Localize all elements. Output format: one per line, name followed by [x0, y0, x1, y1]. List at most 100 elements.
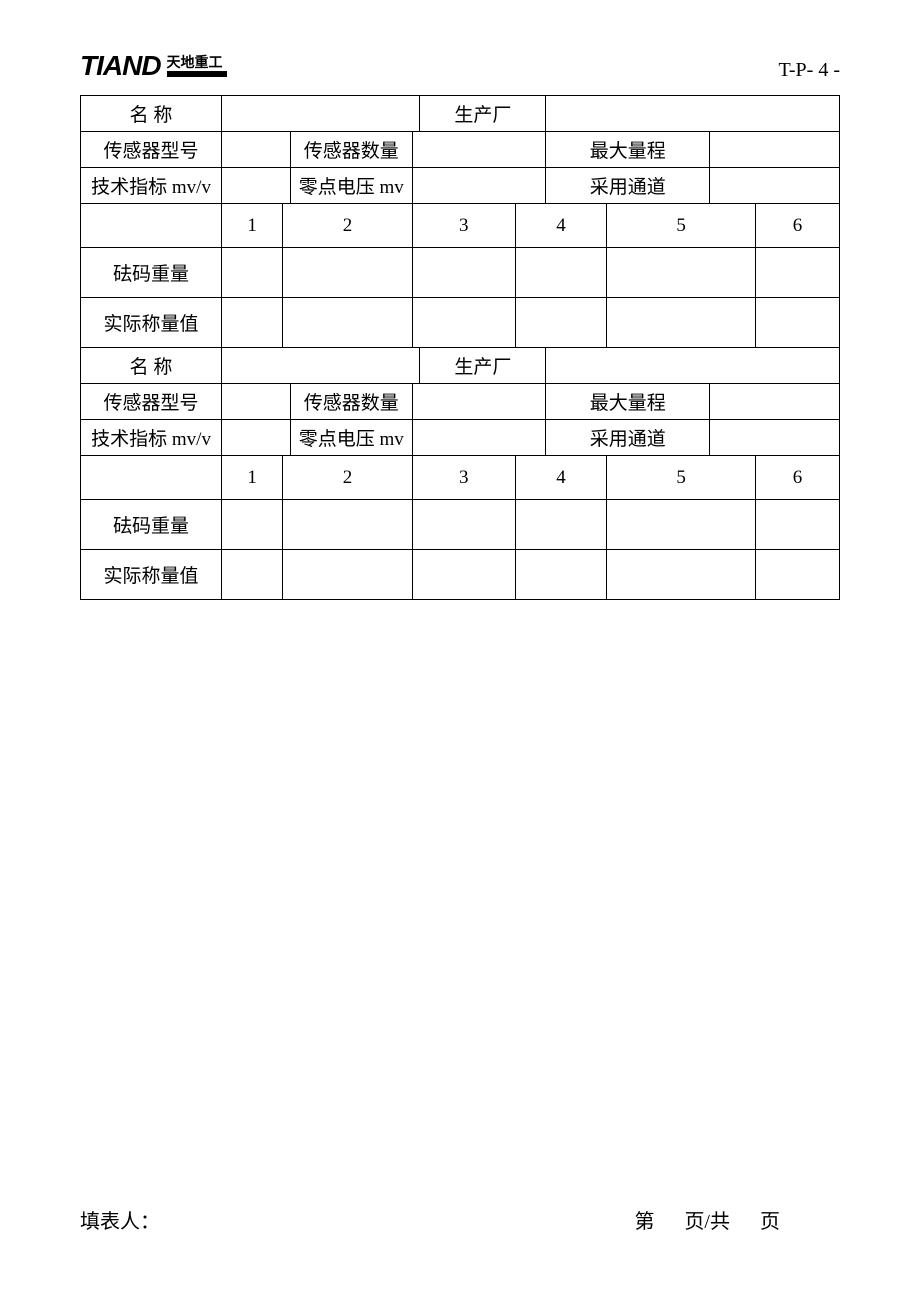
cell-empty	[222, 420, 291, 456]
page-mid: 页/共	[684, 1211, 730, 1233]
cell-empty	[412, 550, 515, 600]
table-row: 实际称量值	[81, 550, 840, 600]
table-row: 实际称量值	[81, 298, 840, 348]
cell-empty	[515, 500, 607, 550]
label-manufacturer: 生产厂	[420, 96, 546, 132]
table-row: 1 2 3 4 5 6	[81, 204, 840, 248]
cell-empty	[81, 456, 222, 500]
label-weight-code: 砝码重量	[81, 248, 222, 298]
label-tech-index: 技术指标 mv/v	[81, 420, 222, 456]
cell-empty	[412, 420, 545, 456]
doc-code: T-P- 4 -	[779, 59, 840, 82]
cell-empty	[412, 168, 545, 204]
label-channel: 采用通道	[546, 420, 710, 456]
cell-empty	[283, 550, 413, 600]
cell-empty	[755, 248, 839, 298]
num-header: 5	[607, 204, 756, 248]
label-tech-index: 技术指标 mv/v	[81, 168, 222, 204]
num-header: 3	[412, 204, 515, 248]
page-footer: 填表人： 第 页/共 页	[80, 1205, 840, 1234]
cell-empty	[607, 248, 756, 298]
cell-empty	[412, 132, 545, 168]
label-sensor-model: 传感器型号	[81, 384, 222, 420]
num-header: 3	[412, 456, 515, 500]
label-actual-value: 实际称量值	[81, 298, 222, 348]
table-row: 技术指标 mv/v 零点电压 mv 采用通道	[81, 168, 840, 204]
page-indicator: 第 页/共 页	[634, 1205, 780, 1234]
form-table-wrap: 名 称 生产厂 传感器型号 传感器数量 最大量程 技术指标 mv/v 零点电压 …	[80, 95, 840, 600]
label-name: 名 称	[81, 96, 222, 132]
cell-empty	[222, 384, 291, 420]
num-header: 6	[755, 456, 839, 500]
cell-empty	[222, 96, 420, 132]
label-weight-code: 砝码重量	[81, 500, 222, 550]
cell-empty	[607, 550, 756, 600]
cell-empty	[222, 500, 283, 550]
label-sensor-model: 传感器型号	[81, 132, 222, 168]
cell-empty	[222, 298, 283, 348]
num-header: 1	[222, 204, 283, 248]
page-prefix: 第	[634, 1211, 654, 1233]
label-zero-voltage: 零点电压 mv	[290, 168, 412, 204]
label-actual-value: 实际称量值	[81, 550, 222, 600]
cell-empty	[515, 248, 607, 298]
cell-empty	[222, 348, 420, 384]
cell-empty	[710, 168, 840, 204]
label-channel: 采用通道	[546, 168, 710, 204]
table-row: 砝码重量	[81, 248, 840, 298]
cell-empty	[412, 384, 545, 420]
label-sensor-qty: 传感器数量	[290, 384, 412, 420]
cell-empty	[515, 550, 607, 600]
label-manufacturer: 生产厂	[420, 348, 546, 384]
cell-empty	[81, 204, 222, 248]
num-header: 4	[515, 456, 607, 500]
logo: TIAND 天地重工	[80, 50, 227, 82]
cell-empty	[412, 500, 515, 550]
label-max-range: 最大量程	[546, 384, 710, 420]
cell-empty	[283, 248, 413, 298]
cell-empty	[283, 298, 413, 348]
cell-empty	[222, 248, 283, 298]
cell-empty	[546, 96, 840, 132]
table-row: 技术指标 mv/v 零点电压 mv 采用通道	[81, 420, 840, 456]
logo-en: TIAND	[80, 50, 161, 82]
num-header: 4	[515, 204, 607, 248]
table-row: 传感器型号 传感器数量 最大量程	[81, 132, 840, 168]
form-table: 名 称 生产厂 传感器型号 传感器数量 最大量程 技术指标 mv/v 零点电压 …	[80, 95, 840, 600]
filler-label: 填表人：	[80, 1205, 160, 1234]
cell-empty	[546, 348, 840, 384]
cell-empty	[607, 298, 756, 348]
logo-cn-text: 天地重工	[167, 55, 227, 69]
cell-empty	[412, 248, 515, 298]
label-zero-voltage: 零点电压 mv	[290, 420, 412, 456]
cell-empty	[283, 500, 413, 550]
num-header: 2	[283, 456, 413, 500]
cell-empty	[755, 500, 839, 550]
cell-empty	[607, 500, 756, 550]
cell-empty	[222, 168, 291, 204]
cell-empty	[412, 298, 515, 348]
table-row: 1 2 3 4 5 6	[81, 456, 840, 500]
logo-cn-block: 天地重工	[167, 55, 227, 77]
cell-empty	[755, 298, 839, 348]
num-header: 2	[283, 204, 413, 248]
cell-empty	[515, 298, 607, 348]
cell-empty	[222, 132, 291, 168]
num-header: 6	[755, 204, 839, 248]
num-header: 5	[607, 456, 756, 500]
cell-empty	[710, 132, 840, 168]
label-name: 名 称	[81, 348, 222, 384]
cell-empty	[710, 420, 840, 456]
cell-empty	[755, 550, 839, 600]
table-row: 传感器型号 传感器数量 最大量程	[81, 384, 840, 420]
table-row: 砝码重量	[81, 500, 840, 550]
page-suffix: 页	[760, 1211, 780, 1233]
table-row: 名 称 生产厂	[81, 348, 840, 384]
label-sensor-qty: 传感器数量	[290, 132, 412, 168]
logo-bar	[167, 71, 227, 77]
cell-empty	[710, 384, 840, 420]
cell-empty	[222, 550, 283, 600]
label-max-range: 最大量程	[546, 132, 710, 168]
page-header: TIAND 天地重工 T-P- 4 -	[80, 50, 840, 82]
num-header: 1	[222, 456, 283, 500]
